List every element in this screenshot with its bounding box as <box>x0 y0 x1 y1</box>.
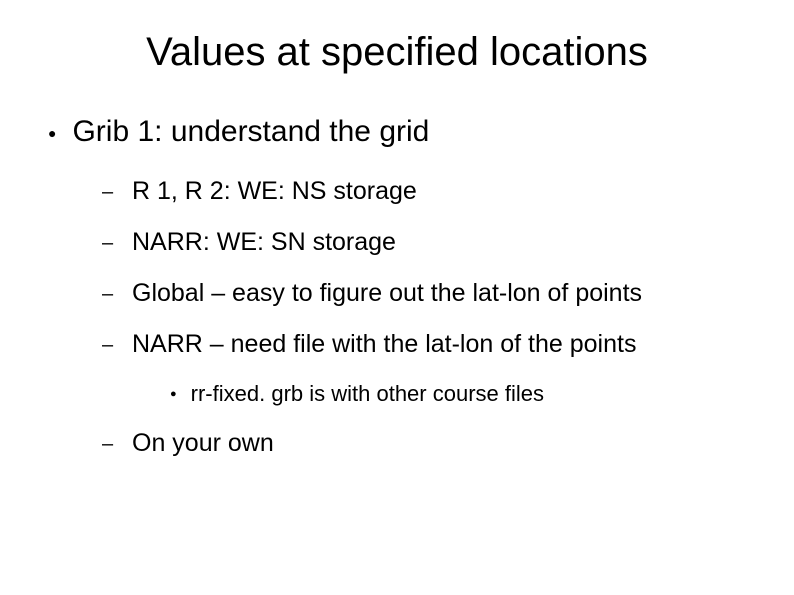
level2-text: On your own <box>132 429 274 458</box>
list-item: – NARR: WE: SN storage <box>102 228 754 257</box>
list-item: ● rr-fixed. grb is with other course fil… <box>170 381 754 407</box>
level2-text: NARR: WE: SN storage <box>132 228 396 257</box>
level3-text: rr-fixed. grb is with other course files <box>191 381 544 407</box>
list-item: – NARR – need file with the lat-lon of t… <box>102 330 754 359</box>
level2-text: R 1, R 2: WE: NS storage <box>132 177 417 206</box>
bullet-dash-icon: – <box>102 283 114 306</box>
level2-text: NARR – need file with the lat-lon of the… <box>132 330 636 359</box>
bullet-dash-icon: – <box>102 181 114 204</box>
level1-text: Grib 1: understand the grid <box>72 115 429 149</box>
slide-title: Values at specified locations <box>90 30 704 75</box>
bullet-dash-icon: – <box>102 334 114 357</box>
bullet-dash-icon: – <box>102 433 114 456</box>
list-item: ● Grib 1: understand the grid <box>48 115 754 149</box>
bullet-disc-icon: ● <box>48 125 56 141</box>
bullet-disc-icon: ● <box>170 388 177 400</box>
slide-container: Values at specified locations ● Grib 1: … <box>0 0 794 595</box>
list-item: – On your own <box>102 429 754 458</box>
level2-text: Global – easy to figure out the lat-lon … <box>132 279 642 308</box>
bullet-dash-icon: – <box>102 232 114 255</box>
list-item: – R 1, R 2: WE: NS storage <box>102 177 754 206</box>
list-item: – Global – easy to figure out the lat-lo… <box>102 279 754 308</box>
